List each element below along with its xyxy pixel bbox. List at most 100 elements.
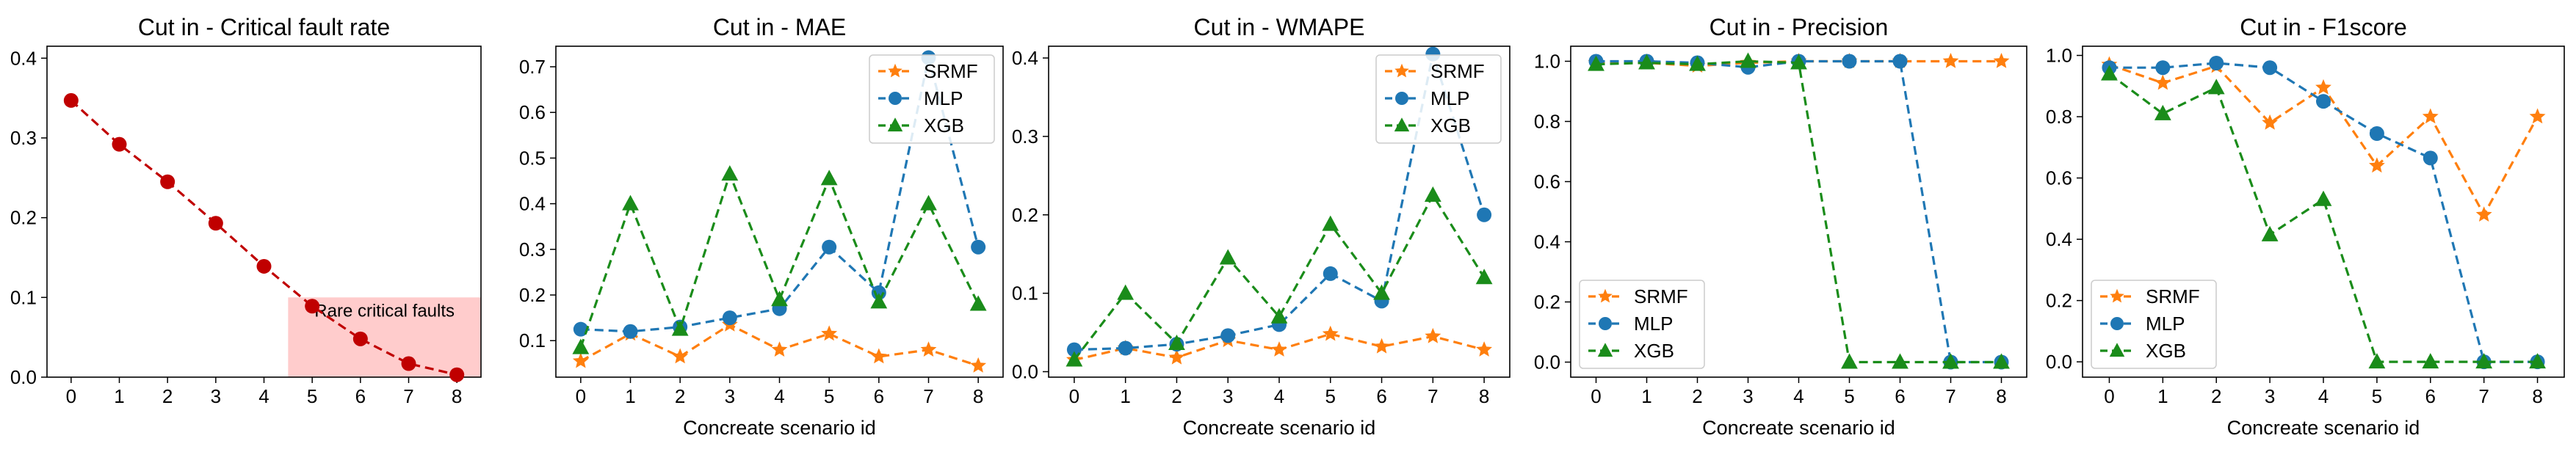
x-tick-label: 0 <box>1591 385 1601 407</box>
data-point <box>671 320 689 336</box>
y-tick-label: 1.0 <box>1534 51 1560 73</box>
legend-marker <box>888 63 902 78</box>
y-tick-label: 0.1 <box>1012 282 1038 305</box>
data-point <box>112 136 127 152</box>
chart-title: Cut in - Critical fault rate <box>138 14 390 40</box>
x-tick-label: 1 <box>1120 385 1130 407</box>
data-point <box>2261 225 2279 241</box>
x-tick-label: 5 <box>1325 385 1336 407</box>
chart-panel-5: Cut in - F1score 0 1 2 3 4 5 6 7 8 0.0 0.2 0.4 0.6 0.8… <box>2046 14 2565 439</box>
data-point <box>1322 325 1339 341</box>
x-tick-label: 5 <box>1844 385 1854 407</box>
x-tick-label: 5 <box>2372 385 2382 407</box>
data-point <box>1425 327 1441 343</box>
legend-label: MLP <box>1634 313 1673 335</box>
y-tick-label: 0.2 <box>519 284 546 306</box>
data-point <box>256 258 272 274</box>
data-point <box>1066 351 1083 367</box>
chart-panel-3: Cut in - WMAPE 0 1 2 3 4 5 6 7 8 0.0 0.1 0.2 0.3 0.4 Co… <box>1012 14 1510 439</box>
y-tick-label: 0.8 <box>2046 106 2072 128</box>
legend-label: MLP <box>1430 87 1469 109</box>
legend-marker <box>2109 343 2125 357</box>
chart-title: Cut in - F1score <box>2240 14 2407 40</box>
legend-label: SRMF <box>1634 285 1688 307</box>
legend: SRMF MLP XGB <box>1375 54 1502 144</box>
data-point <box>771 291 788 307</box>
x-tick-label: 2 <box>162 385 173 407</box>
data-point <box>623 324 638 339</box>
legend-marker <box>1395 92 1408 105</box>
data-point <box>1373 284 1390 300</box>
x-tick-label: 3 <box>2265 385 2275 407</box>
data-point <box>870 348 887 364</box>
legend-box <box>2091 280 2217 369</box>
data-point <box>1842 54 1857 69</box>
x-tick-label: 4 <box>258 385 269 407</box>
data-point <box>160 174 176 189</box>
x-tick-label: 4 <box>2318 385 2329 407</box>
data-point <box>208 216 223 231</box>
legend-marker <box>887 117 903 132</box>
x-tick-label: 7 <box>2478 385 2489 407</box>
data-point <box>2207 79 2225 95</box>
x-tick-label: 1 <box>1641 385 1651 407</box>
data-point <box>672 348 689 364</box>
data-point <box>1271 341 1287 357</box>
x-tick-label: 3 <box>725 385 735 407</box>
series-line <box>1073 192 1486 361</box>
y-tick-label: 0.4 <box>1534 231 1560 253</box>
data-point <box>2423 150 2438 166</box>
chart-title: Cut in - Precision <box>1710 14 1889 40</box>
data-point <box>1638 54 1655 70</box>
data-point <box>1118 340 1133 356</box>
chart-panel-4: Cut in - Precision 0 1 2 3 4 5 6 7 8 0.0 0.2 0.4 0.6 0… <box>1534 14 2027 439</box>
y-tick-label: 0.1 <box>519 329 546 351</box>
data-point <box>2209 55 2224 70</box>
y-tick-label: 0.7 <box>519 56 546 78</box>
data-point <box>1588 55 1604 71</box>
legend: SRMF MLP XGB <box>1579 280 1705 369</box>
data-point <box>1168 349 1185 365</box>
x-tick-label: 6 <box>2425 385 2436 407</box>
data-point <box>1993 53 2010 68</box>
data-point <box>449 367 465 382</box>
data-point <box>2529 108 2546 124</box>
data-point <box>970 357 987 373</box>
x-tick-label: 7 <box>1945 385 1955 407</box>
annotation-label: Rare critical faults <box>314 301 455 321</box>
legend-label: MLP <box>2146 313 2185 335</box>
data-point <box>1477 207 1492 222</box>
x-tick-label: 2 <box>2211 385 2221 407</box>
x-tick-label: 4 <box>1793 385 1803 407</box>
legend-label: SRMF <box>924 60 978 82</box>
x-axis-label: Concreate scenario id <box>1183 417 1376 439</box>
y-tick-label: 0.8 <box>1534 111 1560 133</box>
legend-marker <box>1597 343 1613 357</box>
x-tick-label: 2 <box>1692 385 1702 407</box>
data-point <box>1373 338 1390 354</box>
data-point <box>969 295 987 311</box>
data-point <box>2368 353 2386 369</box>
data-point <box>2315 190 2332 206</box>
x-axis-label: Concreate scenario id <box>683 417 876 439</box>
legend-label: MLP <box>924 87 963 109</box>
series-line <box>579 170 980 349</box>
chart-title: Cut in - MAE <box>713 14 846 40</box>
x-tick-label: 0 <box>66 385 76 407</box>
data-point <box>1220 328 1236 343</box>
data-point <box>2315 79 2331 95</box>
x-tick-label: 8 <box>1996 385 2006 407</box>
data-point <box>2262 60 2278 76</box>
x-tick-label: 4 <box>774 385 784 407</box>
data-point <box>771 341 788 357</box>
data-point <box>920 341 937 357</box>
y-tick-label: 0.3 <box>10 127 37 149</box>
x-tick-label: 0 <box>2104 385 2114 407</box>
legend-label: XGB <box>1634 340 1674 362</box>
x-tick-label: 5 <box>307 385 317 407</box>
x-tick-label: 3 <box>1223 385 1233 407</box>
data-point <box>622 194 639 211</box>
data-point <box>1942 53 1959 68</box>
y-tick-label: 0.6 <box>1534 171 1560 193</box>
